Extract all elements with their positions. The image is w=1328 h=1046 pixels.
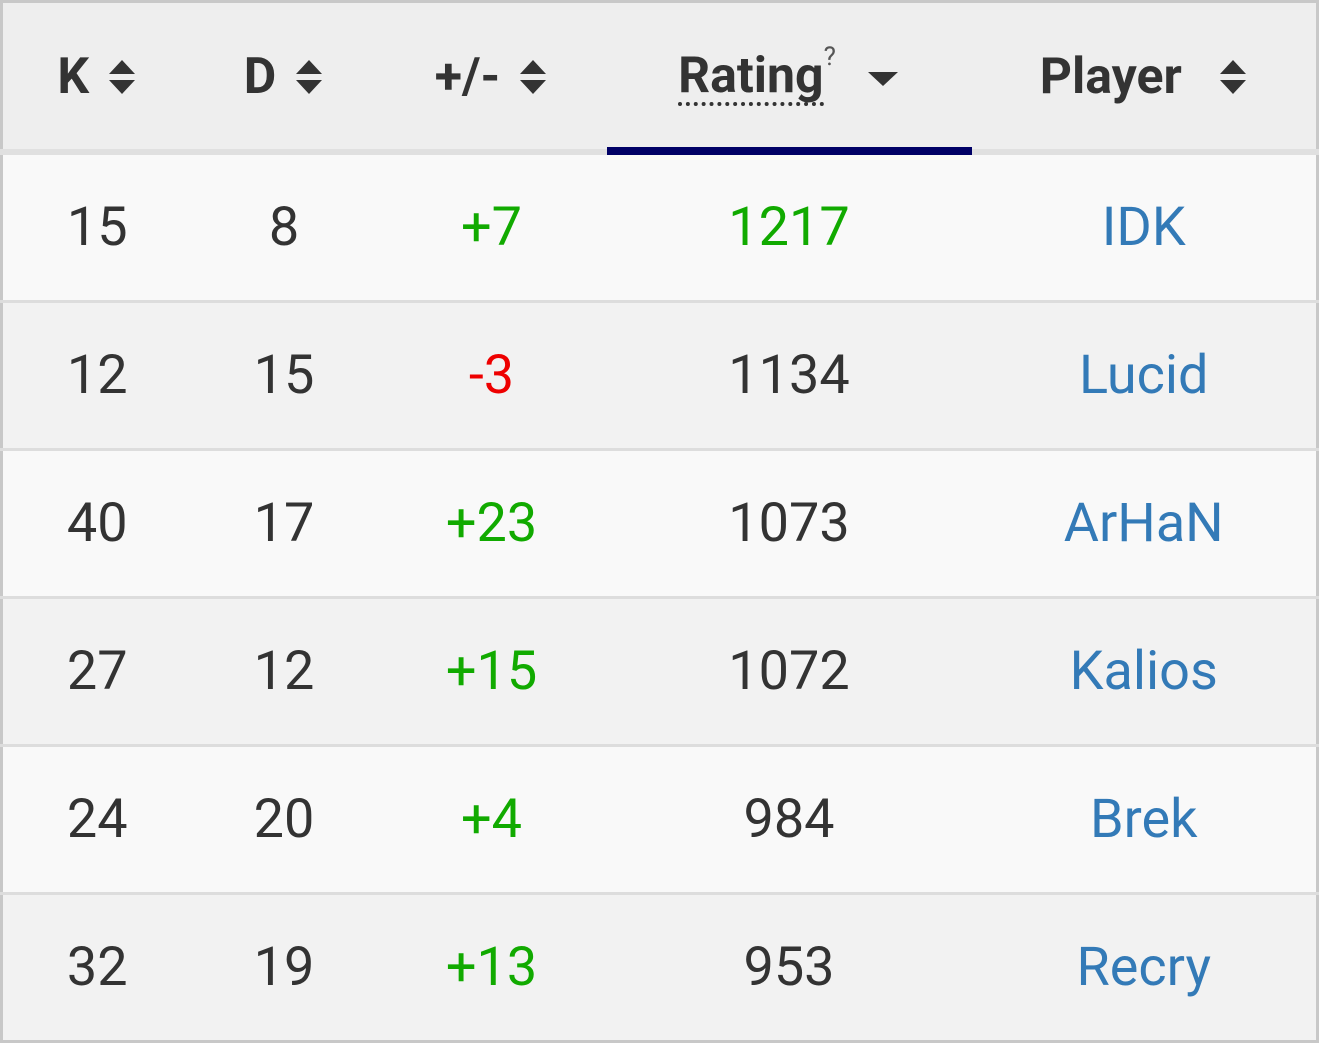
table-cell: 19 — [191, 892, 377, 1042]
table-row: 32 19 +13 953 Recry — [1, 892, 1318, 1042]
table-cell: +7 — [376, 150, 607, 302]
sort-desc-icon — [867, 71, 898, 86]
table-cell: 984 — [606, 744, 972, 894]
table-cell: 15 — [1, 150, 192, 302]
table-cell: Kalios — [971, 596, 1318, 746]
sort-icon — [1219, 60, 1246, 95]
sort-header[interactable]: K — [1, 1, 192, 155]
sort-header-active[interactable]: Rating? — [606, 1, 972, 155]
table-cell: Lucid — [971, 300, 1318, 450]
table-cell: Recry — [971, 892, 1318, 1042]
table-cell: 12 — [1, 300, 192, 450]
table-cell: 8 — [191, 150, 377, 302]
table-cell: IDK — [971, 150, 1318, 302]
table-cell: 1217 — [606, 150, 972, 302]
table-row: 27 12 +15 1072 Kalios — [1, 596, 1318, 746]
table-cell: +23 — [376, 448, 607, 598]
sort-icon — [296, 60, 323, 95]
table-cell: 12 — [191, 596, 377, 746]
player-link[interactable]: IDK — [1101, 196, 1186, 259]
table-cell: ArHaN — [971, 448, 1318, 598]
table-cell: 1134 — [606, 300, 972, 450]
sort-header[interactable]: +/- — [376, 1, 607, 155]
player-link[interactable]: Lucid — [1078, 344, 1209, 407]
table-cell: 27 — [1, 596, 192, 746]
player-link[interactable]: Recry — [1076, 936, 1212, 999]
table-cell: -3 — [376, 300, 607, 450]
sort-header[interactable]: D — [191, 1, 377, 155]
table-cell: 32 — [1, 892, 192, 1042]
sort-icon — [520, 60, 547, 95]
table-cell: Brek — [971, 744, 1318, 894]
player-link[interactable]: Kalios — [1069, 640, 1218, 703]
table-cell: +4 — [376, 744, 607, 894]
header-label: K — [57, 48, 90, 107]
table-cell: 40 — [1, 448, 192, 598]
table-cell: 17 — [191, 448, 377, 598]
table-cell: 1073 — [606, 448, 972, 598]
header-row: K D +/- Rating? Player — [1, 1, 1318, 155]
table-row: 15 8 +7 1217 IDK — [1, 150, 1318, 302]
table-cell: 24 — [1, 744, 192, 894]
header-label: Rating — [678, 46, 824, 107]
table-cell: +15 — [376, 596, 607, 746]
header-label: Player — [1039, 48, 1182, 107]
table-cell: 953 — [606, 892, 972, 1042]
player-link[interactable]: ArHaN — [1063, 492, 1224, 555]
table-cell: 20 — [191, 744, 377, 894]
table-row: 24 20 +4 984 Brek — [1, 744, 1318, 894]
sort-header[interactable]: Player — [971, 1, 1318, 155]
table-body: 15 8 +7 1217 IDK 12 15 -3 1134 Lucid 40 17 +23 1073 Ar… — [1, 150, 1318, 1042]
table-cell: 15 — [191, 300, 377, 450]
table-row: 12 15 -3 1134 Lucid — [1, 300, 1318, 450]
table-row: 40 17 +23 1073 ArHaN — [1, 448, 1318, 598]
player-link[interactable]: Brek — [1090, 788, 1198, 851]
table-cell: +13 — [376, 892, 607, 1042]
header-label: +/- — [434, 48, 501, 107]
header-label: D — [243, 48, 277, 107]
help-mark[interactable]: ? — [823, 41, 836, 72]
sort-icon — [109, 60, 136, 95]
table-cell: 1072 — [606, 596, 972, 746]
